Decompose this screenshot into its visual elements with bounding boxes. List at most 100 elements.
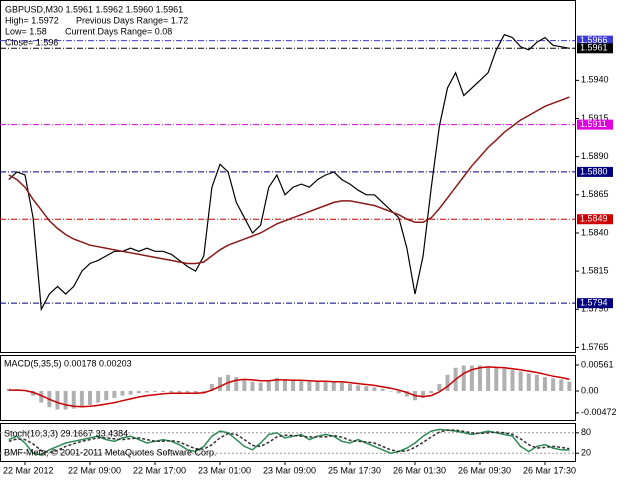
macd-bar (234, 377, 239, 391)
macd-bar (6, 388, 11, 391)
x-tick-label: 25 Mar 17:30 (328, 465, 381, 475)
macd-panel (0, 355, 576, 421)
macd-bar (469, 365, 474, 391)
macd-bar (323, 381, 328, 391)
series-line (8, 428, 570, 456)
footer-text: BMF-Meta, © 2001-2011 MetaQuotes Softwar… (4, 447, 217, 457)
macd-bar (502, 368, 507, 391)
y-tick-label: 80 (581, 427, 591, 437)
macd-bar (315, 381, 320, 391)
header-text: High= 1.5972 (5, 15, 59, 25)
header-text: Low= 1.58 (5, 26, 47, 36)
level-label: 1.5794 (580, 298, 608, 308)
series-line (8, 96, 570, 265)
macd-bar (307, 381, 312, 391)
header-text: Previous Days Range= 1.72 (76, 15, 188, 25)
macd-bar (551, 378, 556, 391)
macd-bar (510, 370, 515, 391)
macd-bar (559, 379, 564, 391)
macd-bar (291, 380, 296, 391)
y-tick-label: 1.5915 (581, 113, 609, 123)
level-box (577, 43, 613, 54)
macd-bar (396, 390, 401, 394)
macd-bar (380, 388, 385, 391)
macd-bar (429, 390, 434, 394)
macd-bar (445, 374, 450, 391)
macd-bar (71, 390, 76, 409)
macd-bar (136, 390, 141, 394)
y-tick-label: 1.5865 (581, 189, 609, 199)
y-tick-label: 1.5840 (581, 227, 609, 237)
macd-bar (356, 385, 361, 391)
x-tick-label: 23 Mar 09:00 (263, 465, 316, 475)
x-tick-label: 22 Mar 17:00 (133, 465, 186, 475)
level-box (577, 214, 613, 225)
macd-bar (144, 390, 149, 393)
macd-bar (437, 384, 442, 391)
level-label: 1.5880 (580, 166, 608, 176)
macd-bar (153, 390, 157, 392)
macd-bar (193, 390, 198, 394)
macd-bar (79, 390, 84, 408)
macd-bar (567, 381, 572, 391)
level-label: 1.5961 (580, 43, 608, 53)
header-text: GBPUSD,M30 1.5961 1.5962 1.5960 1.5961 (5, 4, 183, 14)
macd-bar (299, 380, 304, 391)
macd-bar (201, 390, 206, 392)
x-tick-label: 22 Mar 2012 (3, 465, 54, 475)
macd-bar (112, 390, 117, 398)
macd-bar (274, 378, 279, 391)
y-tick-label: 1.5815 (581, 265, 609, 275)
header-text: Close= 1.596 (5, 37, 58, 47)
level-label: 1.5911 (580, 119, 607, 129)
level-box (577, 298, 613, 309)
macd-bar (185, 390, 190, 394)
macd-bar (404, 390, 409, 397)
level-label: 1.5966 (580, 35, 608, 45)
macd-bar (177, 390, 182, 393)
macd-bar (421, 390, 426, 398)
level-box (577, 35, 613, 46)
macd-bar (364, 386, 369, 391)
y-tick-label: -0.00472 (581, 407, 617, 417)
macd-bar (96, 390, 101, 403)
indicator-title: Stoch(10,3,3) 29.1667 33.4384 (4, 428, 128, 438)
y-tick-label: 1.5765 (581, 342, 609, 352)
x-tick-label: 22 Mar 09:00 (68, 465, 121, 475)
x-tick-label: 26 Mar 09:30 (458, 465, 511, 475)
macd-bar (534, 374, 539, 391)
header-text: Current Days Range= 0.08 (65, 26, 172, 36)
macd-bar (218, 377, 222, 391)
macd-bar (494, 367, 499, 391)
indicator-title: MACD(5,35,5) 0.00178 0.00203 (4, 358, 132, 368)
macd-bar (283, 379, 287, 391)
macd-bar (161, 390, 166, 392)
main-panel (0, 0, 576, 353)
macd-bar (250, 381, 255, 391)
x-tick-label: 26 Mar 01:30 (393, 465, 446, 475)
macd-bar (120, 390, 125, 396)
macd-bar (388, 390, 393, 392)
macd-bar (543, 377, 547, 391)
y-tick-label: 1.5790 (581, 304, 609, 314)
macd-bar (55, 390, 60, 410)
macd-bar (88, 390, 92, 405)
macd-bar (339, 382, 344, 391)
x-tick-label: 23 Mar 01:00 (198, 465, 251, 475)
series-line (8, 366, 570, 408)
macd-bar (266, 380, 271, 391)
macd-bar (461, 365, 466, 391)
macd-bar (39, 390, 44, 403)
macd-bar (526, 373, 531, 391)
y-tick-label: 0.00561 (581, 359, 614, 369)
macd-bar (209, 384, 214, 391)
y-tick-label: 0.00 (581, 385, 599, 395)
stoch-panel (0, 423, 576, 462)
macd-bar (31, 390, 36, 396)
y-tick-label: 1.5940 (581, 75, 609, 85)
macd-bar (348, 384, 352, 391)
macd-bar (63, 390, 68, 410)
